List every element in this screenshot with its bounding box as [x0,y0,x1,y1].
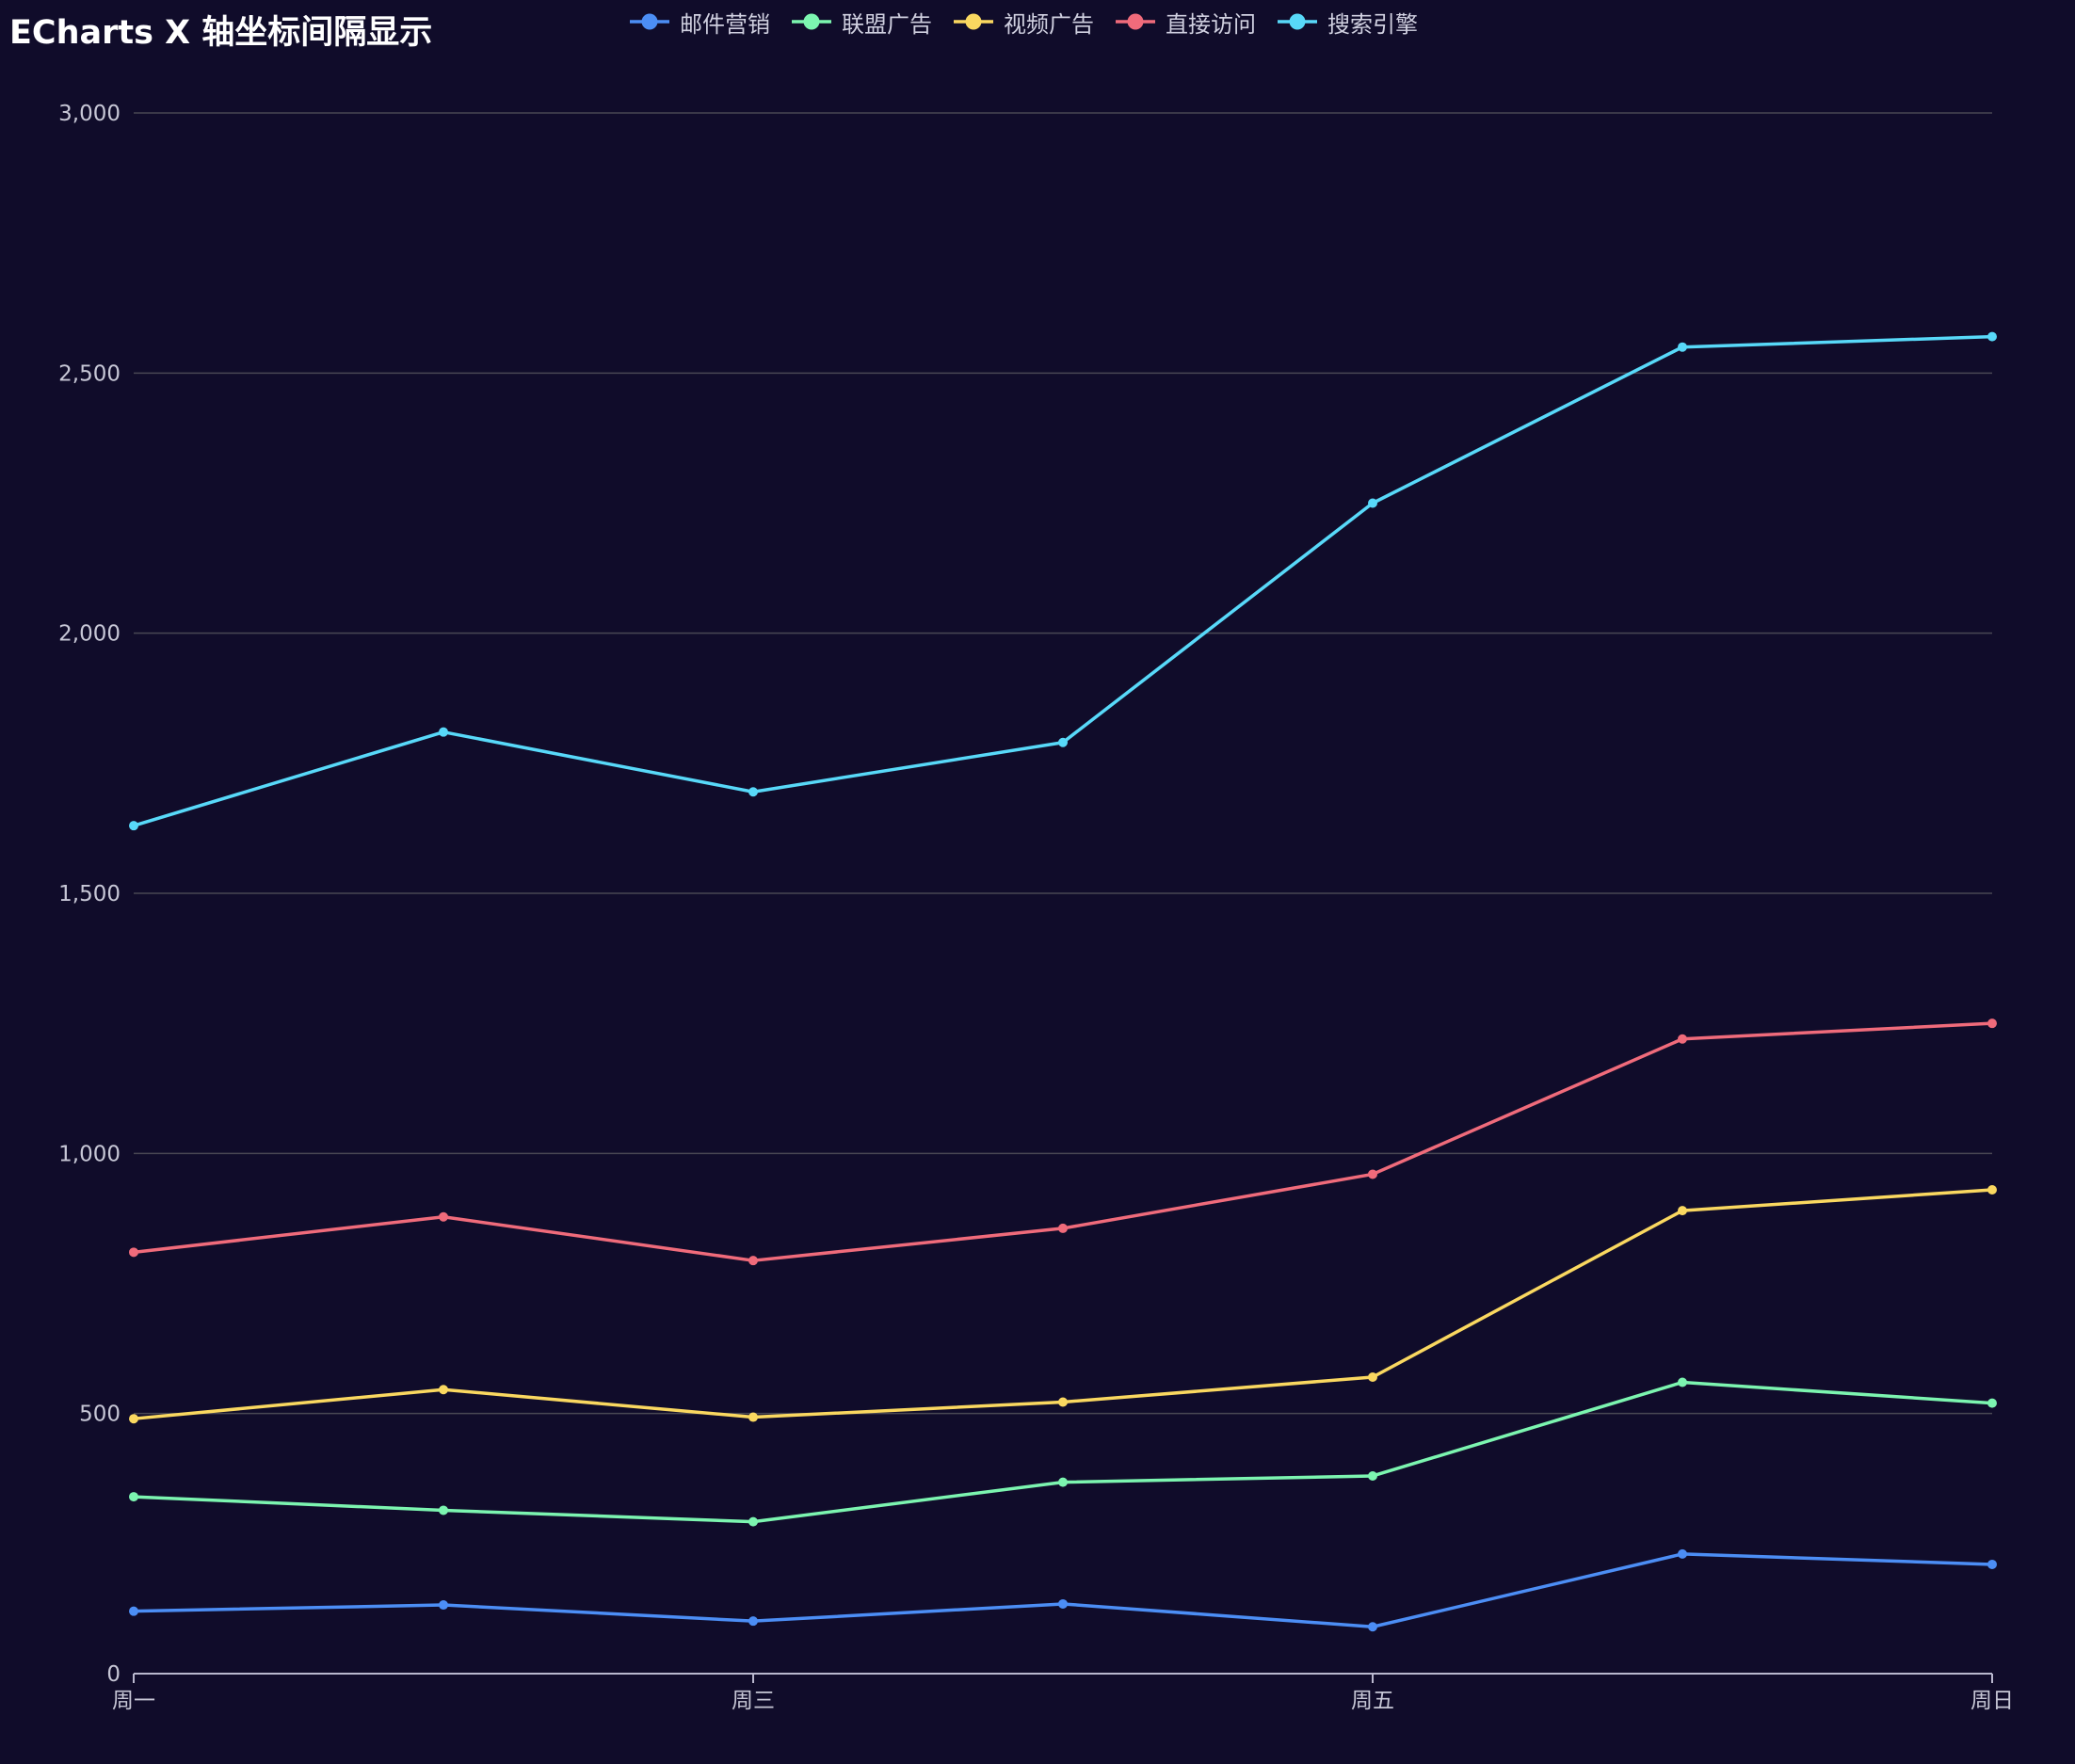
data-point[interactable] [1059,1478,1068,1486]
y-tick-label: 3,000 [58,102,121,126]
data-point[interactable] [130,822,138,830]
x-tick-label: 周三 [732,1689,775,1713]
data-point[interactable] [130,1493,138,1501]
data-point[interactable] [1059,1599,1068,1608]
y-tick-label: 1,000 [58,1142,121,1166]
data-point[interactable] [1988,1019,1997,1028]
y-tick-label: 2,500 [58,361,121,386]
data-point[interactable] [1059,1398,1068,1406]
data-point[interactable] [1679,1549,1687,1558]
data-point[interactable] [440,1601,448,1610]
data-point[interactable] [1369,499,1377,507]
data-point[interactable] [440,1386,448,1394]
data-point[interactable] [1369,1623,1377,1631]
data-point[interactable] [130,1607,138,1615]
data-point[interactable] [1059,1224,1068,1232]
y-tick-label: 2,000 [58,622,121,647]
data-point[interactable] [1988,1560,1997,1568]
x-tick-label: 周一 [112,1689,155,1713]
data-point[interactable] [1369,1471,1377,1480]
data-point[interactable] [1369,1372,1377,1381]
x-tick-label: 周五 [1351,1689,1394,1713]
data-point[interactable] [1988,1186,1997,1195]
series-line-1[interactable] [134,1554,1992,1627]
data-point[interactable] [1679,343,1687,351]
data-point[interactable] [1059,738,1068,746]
data-point[interactable] [440,1212,448,1221]
x-tick-label: 周日 [1970,1689,2014,1713]
series-line-5[interactable] [134,337,1992,826]
data-point[interactable] [1988,1399,1997,1407]
y-tick-label: 0 [106,1662,121,1687]
data-point[interactable] [749,1617,758,1626]
y-tick-label: 1,500 [58,882,121,906]
data-point[interactable] [1679,1378,1687,1387]
data-point[interactable] [130,1415,138,1423]
data-point[interactable] [749,788,758,796]
data-point[interactable] [130,1248,138,1257]
data-point[interactable] [440,728,448,736]
data-point[interactable] [1369,1170,1377,1179]
data-point[interactable] [1679,1207,1687,1215]
data-point[interactable] [1988,332,1997,341]
data-point[interactable] [749,1257,758,1265]
data-point[interactable] [749,1413,758,1421]
data-point[interactable] [440,1506,448,1515]
data-point[interactable] [749,1517,758,1526]
y-tick-label: 500 [79,1403,121,1427]
data-point[interactable] [1679,1034,1687,1043]
